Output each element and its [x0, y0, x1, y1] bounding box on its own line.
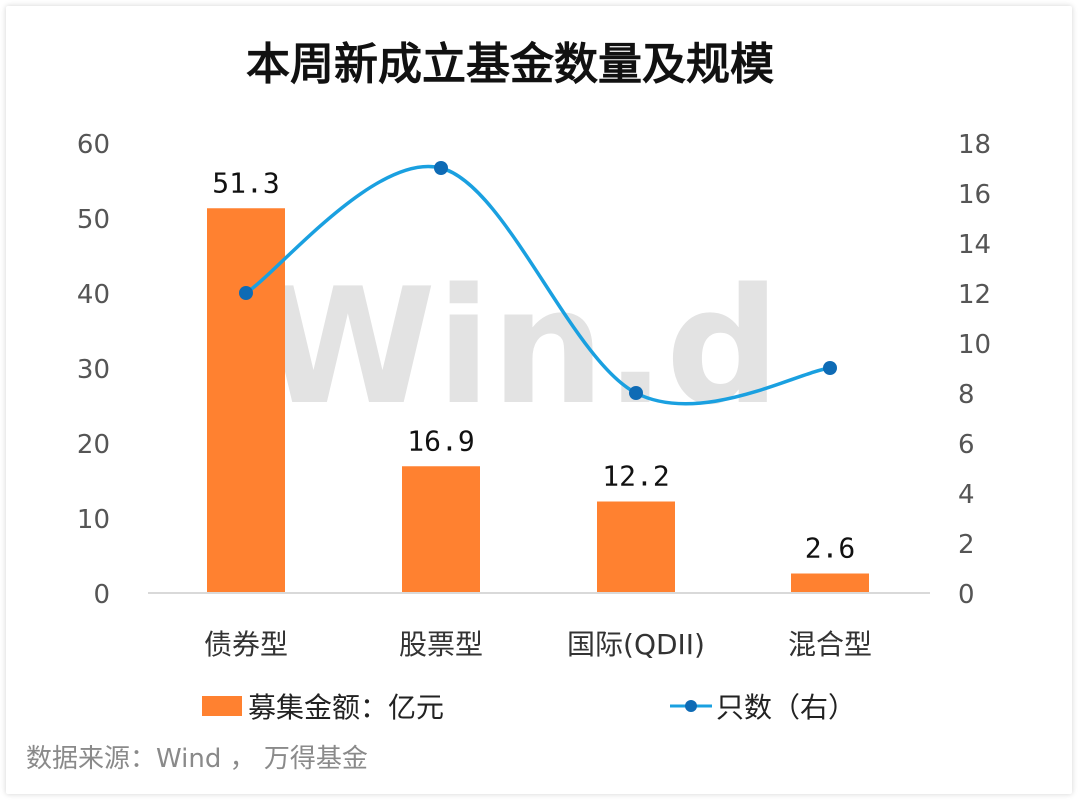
bar: [791, 573, 869, 593]
y-right-tick-label: 12: [958, 280, 991, 310]
y-right-tick-label: 8: [958, 380, 975, 410]
y-left-tick-label: 20: [77, 430, 110, 460]
y-left-tick-label: 10: [77, 505, 110, 535]
chart-card: [6, 6, 1072, 794]
legend-line-marker: [685, 700, 697, 712]
y-left-tick-label: 50: [77, 205, 110, 235]
y-right-tick-label: 4: [958, 480, 975, 510]
y-left-tick-label: 30: [77, 355, 110, 385]
x-tick-label: 债券型: [204, 628, 288, 661]
y-right-tick-label: 18: [958, 130, 991, 160]
line-point: [434, 161, 448, 175]
bar: [597, 501, 675, 593]
bar: [402, 466, 480, 593]
bar: [207, 208, 285, 593]
line-series-path: [245, 164, 831, 406]
legend-line-label: 只数（右）: [716, 691, 856, 724]
y-right-tick-label: 0: [958, 580, 975, 610]
chart-title: 本周新成立基金数量及规模: [246, 39, 774, 90]
source-note: 数据来源：Wind ， 万得基金: [26, 744, 368, 774]
bar-value-label: 51.3: [212, 166, 279, 199]
legend-bar-swatch: [202, 696, 242, 716]
x-tick-label: 国际(QDII): [567, 628, 705, 661]
legend-bar-label: 募集金额：亿元: [248, 691, 444, 724]
y-left-tick-label: 40: [77, 280, 110, 310]
bar-value-label: 16.9: [407, 424, 474, 457]
line-point: [823, 361, 837, 375]
y-left-tick-label: 60: [77, 130, 110, 160]
bar-value-label: 2.6: [805, 532, 856, 565]
y-right-tick-label: 16: [958, 180, 991, 210]
y-right-tick-label: 2: [958, 530, 975, 560]
y-right-tick-label: 10: [958, 330, 991, 360]
bar-value-label: 12.2: [602, 460, 669, 493]
x-tick-label: 混合型: [788, 628, 872, 661]
y-right-tick-label: 6: [958, 430, 975, 460]
y-right-tick-label: 14: [958, 230, 991, 260]
x-tick-label: 股票型: [399, 628, 483, 661]
y-left-tick-label: 0: [93, 580, 110, 610]
watermark: Win.d: [260, 253, 781, 440]
line-point: [629, 386, 643, 400]
line-point: [239, 286, 253, 300]
